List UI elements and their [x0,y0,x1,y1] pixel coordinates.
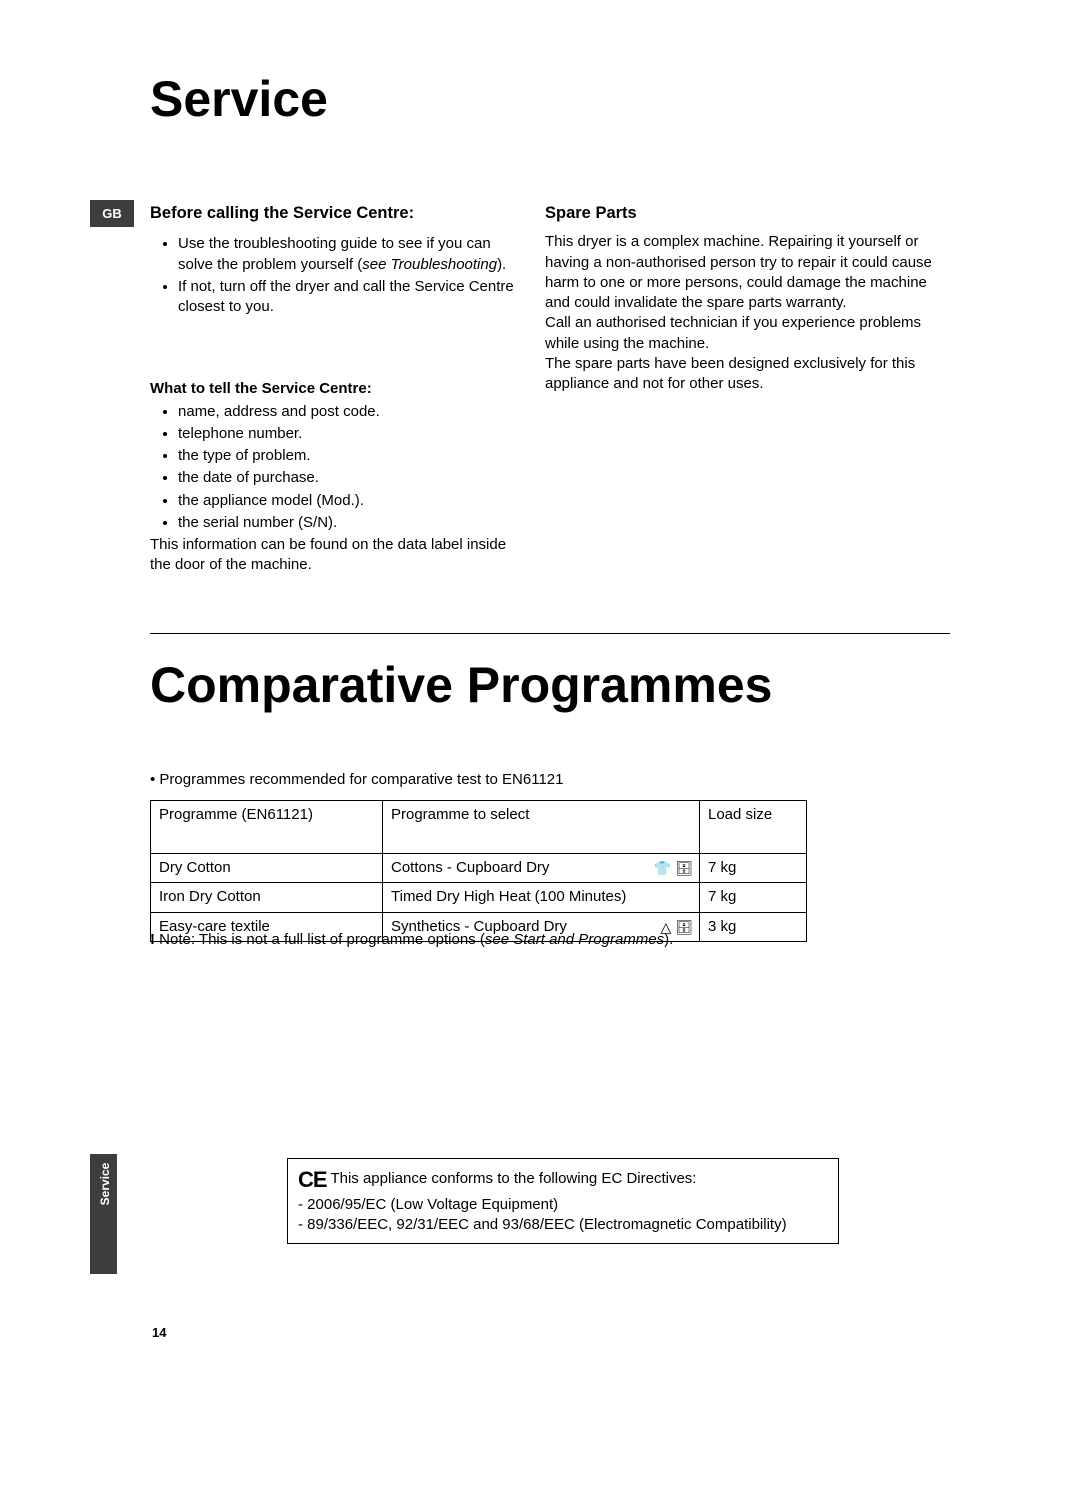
ce-compliance-box: CE This appliance conforms to the follow… [287,1158,839,1244]
list-item: the serial number (S/N). [178,513,525,533]
before-calling-heading: Before calling the Service Centre: [150,202,525,224]
table-cell: Iron Dry Cotton [151,883,383,912]
table-cell: Timed Dry High Heat (100 Minutes) [383,883,700,912]
table-row: Dry Cotton Cottons - Cupboard Dry 👕 🗄 7 … [151,854,807,883]
side-tab-label: Service [97,1154,113,1214]
text: ). [664,931,673,948]
section-divider [150,633,950,634]
comparative-title: Comparative Programmes [150,652,772,720]
comparative-table: Programme (EN61121) Programme to select … [150,800,807,942]
tell-service-list: name, address and post code. telephone n… [150,402,525,534]
table-cell: 7 kg [700,854,807,883]
language-badge: GB [90,200,134,227]
tell-service-footer: This information can be found on the dat… [150,535,525,576]
list-item: If not, turn off the dryer and call the … [178,277,525,318]
text-italic: see Start and Programmes [485,931,664,948]
table-header-cell: Programme (EN61121) [151,801,383,854]
text: Cottons - Cupboard Dry [391,859,549,876]
text: If not, turn off the dryer and call the … [178,278,514,315]
spare-parts-heading: Spare Parts [545,202,945,224]
list-item: the type of problem. [178,446,525,466]
list-item: telephone number. [178,424,525,444]
table-header-row: Programme (EN61121) Programme to select … [151,801,807,854]
page-number: 14 [152,1324,166,1342]
shirt-icon: 👕 [654,861,671,875]
list-item: name, address and post code. [178,402,525,422]
text: This appliance conforms to the following… [327,1170,697,1187]
list-item: the appliance model (Mod.). [178,491,525,511]
text: - 89/336/EEC, 92/31/EEC and 93/68/EEC (E… [298,1216,787,1233]
table-cell: Cottons - Cupboard Dry 👕 🗄 [383,854,700,883]
table-row: Iron Dry Cotton Timed Dry High Heat (100… [151,883,807,912]
table-header-cell: Programme to select [383,801,700,854]
before-calling-list: Use the troubleshooting guide to see if … [150,234,525,317]
text: Note: This is not a full list of program… [159,931,485,948]
text: - 2006/95/EC (Low Voltage Equipment) [298,1196,558,1213]
comparative-note: ! Note: This is not a full list of progr… [150,930,673,950]
list-item: Use the troubleshooting guide to see if … [178,234,525,275]
cupboard-icon: 🗄 [675,920,693,934]
list-item: the date of purchase. [178,468,525,488]
comparative-intro: Programmes recommended for comparative t… [150,770,564,790]
note-bang: ! [150,931,159,948]
tell-service-heading: What to tell the Service Centre: [150,379,525,399]
table-cell: 3 kg [700,912,807,941]
text-italic: see Troubleshooting [362,256,497,273]
spare-parts-body: This dryer is a complex machine. Repairi… [545,232,945,313]
ce-mark-icon: CE [298,1167,327,1192]
table-cell: 7 kg [700,883,807,912]
cupboard-icon: 🗄 [675,861,693,875]
text: ). [497,256,506,273]
table-cell: Dry Cotton [151,854,383,883]
table-header-cell: Load size [700,801,807,854]
spare-parts-body: The spare parts have been designed exclu… [545,354,945,395]
spare-parts-body: Call an authorised technician if you exp… [545,313,945,354]
service-title: Service [150,66,328,134]
